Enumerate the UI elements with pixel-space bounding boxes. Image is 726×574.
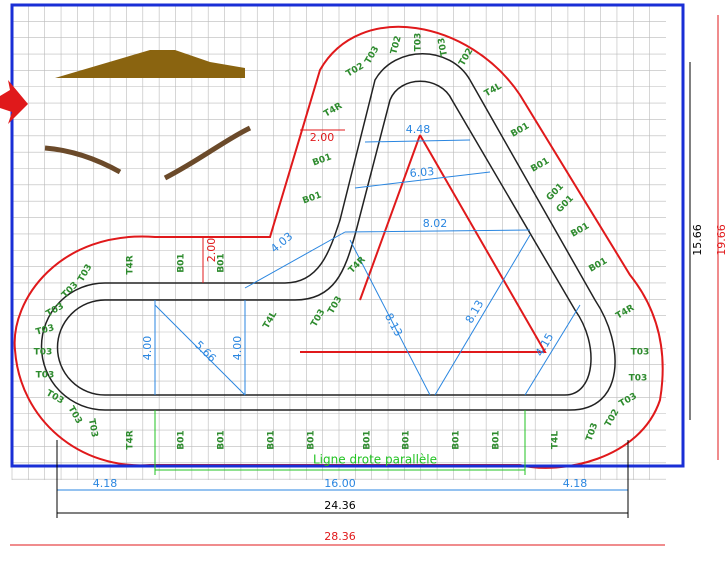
dimension-label: 24.36 [324, 499, 356, 512]
track-label: T03 [34, 348, 53, 358]
dimension-label: 28.36 [324, 530, 356, 543]
dimension-label: 6.03 [409, 165, 435, 180]
track-label: T03 [414, 33, 424, 52]
track-label: B01 [492, 430, 502, 449]
track-label: T03 [36, 371, 55, 381]
track-label: B01 [363, 430, 373, 449]
dimension-label: 15.66 [691, 224, 704, 256]
dimension-label: 16.00 [324, 477, 356, 490]
dimension-label: 8.02 [423, 217, 448, 230]
dimension-label: 4.18 [563, 477, 588, 490]
dimension-label: 2.00 [310, 131, 335, 144]
track-label: B01 [177, 253, 187, 272]
track-label: T03 [629, 374, 648, 384]
track-label: T4R [126, 255, 136, 274]
track-label: B01 [217, 253, 227, 272]
track-label: B01 [402, 430, 412, 449]
dimension-label: 4.18 [93, 477, 118, 490]
track-label: T03 [631, 348, 650, 358]
track-label: T4L [551, 431, 561, 449]
dimension-label: 4.00 [141, 336, 154, 361]
caption: Ligne drote parallèle [313, 453, 437, 467]
track-label: B01 [267, 430, 277, 449]
track-label: B01 [177, 430, 187, 449]
track-label: B01 [217, 430, 227, 449]
track-label: B01 [452, 430, 462, 449]
dimension-label: 19.66 [715, 224, 726, 256]
dimension-label: 4.00 [231, 336, 244, 361]
track-label: T4R [126, 430, 136, 449]
dimension-label: 4.48 [406, 123, 431, 136]
track-plan: Ligne drote parallèle 2.002.004.486.038.… [0, 0, 726, 574]
track-label: B01 [307, 430, 317, 449]
